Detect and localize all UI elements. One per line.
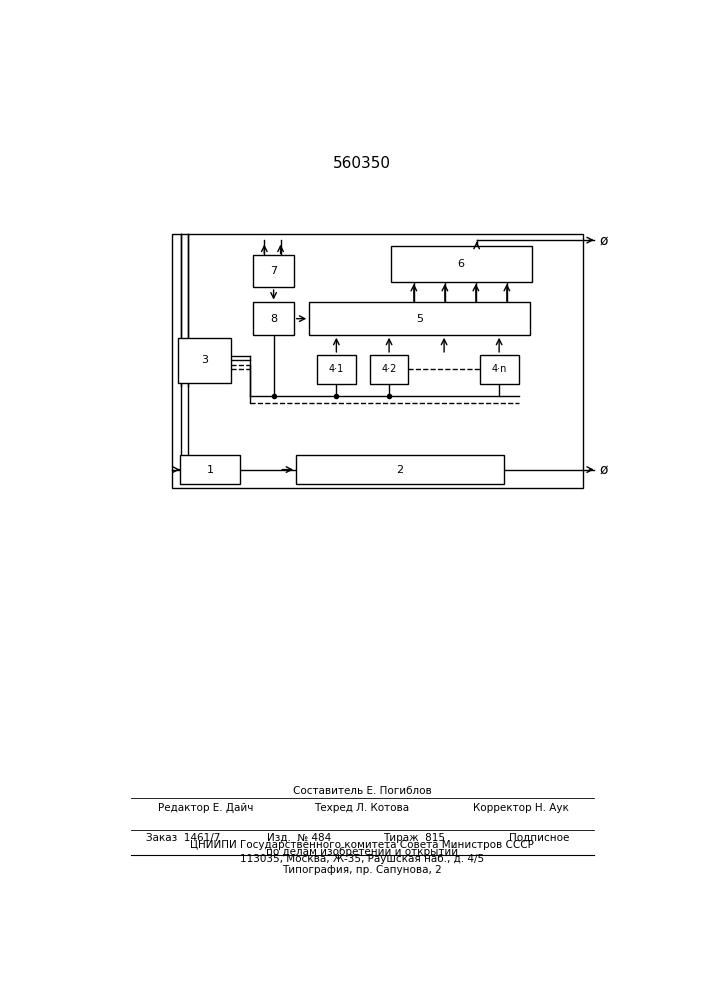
Text: Типография, пр. Сапунова, 2: Типография, пр. Сапунова, 2 [282,865,442,875]
Bar [296,455,504,484]
Text: 3: 3 [201,355,208,365]
Text: 2: 2 [397,465,404,475]
Text: 560350: 560350 [333,156,391,171]
Text: Изд.  № 484: Изд. № 484 [267,833,331,843]
Bar [480,355,518,384]
Text: ø: ø [600,463,609,477]
Text: 4·n: 4·n [491,364,507,374]
Text: Составитель Е. Погиблов: Составитель Е. Погиблов [293,786,431,796]
Bar [253,302,293,335]
Text: Корректор Н. Аук: Корректор Н. Аук [473,803,569,813]
Text: Техред Л. Котова: Техред Л. Котова [315,803,409,813]
Text: по делам изобретений и открытий: по делам изобретений и открытий [266,847,458,857]
Text: 1: 1 [206,465,214,475]
Bar [178,338,231,383]
Bar [253,255,293,287]
Bar [309,302,530,335]
Text: 5: 5 [416,314,423,324]
Text: Тираж  815: Тираж 815 [383,833,445,843]
Bar [172,234,583,488]
Text: 4·1: 4·1 [329,364,344,374]
Text: 8: 8 [270,314,277,324]
Text: Редактор Е. Дайч: Редактор Е. Дайч [158,803,254,813]
Text: 113035, Москва, Ж-35, Раушская наб., д. 4/5: 113035, Москва, Ж-35, Раушская наб., д. … [240,854,484,864]
Text: ЦНИИПИ Государственного комитета Совета Министров СССР: ЦНИИПИ Государственного комитета Совета … [190,840,534,850]
Text: 7: 7 [270,266,277,276]
Bar [370,355,409,384]
Bar [391,246,532,282]
Text: Подписное: Подписное [508,833,569,843]
Text: Заказ  1461/7: Заказ 1461/7 [146,833,221,843]
Text: 6: 6 [457,259,464,269]
Text: 4·2: 4·2 [381,364,397,374]
Bar [180,455,240,484]
Bar [317,355,356,384]
Text: ø: ø [600,233,609,247]
